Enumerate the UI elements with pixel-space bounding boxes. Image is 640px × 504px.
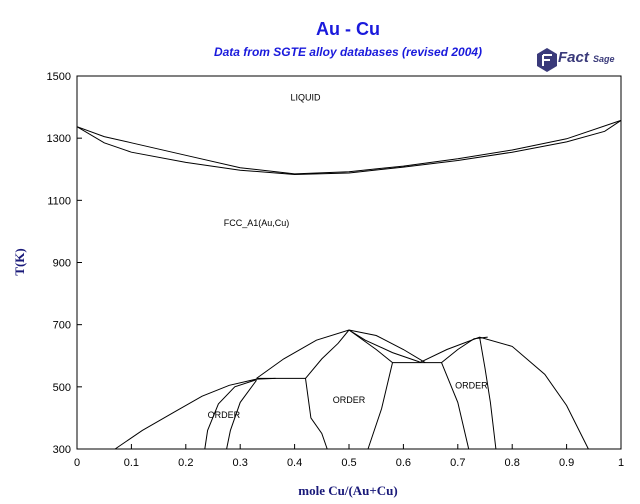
- x-tick-label: 0.4: [287, 457, 302, 469]
- y-tick-label: 1300: [47, 133, 71, 145]
- logo-text-sage: Sage: [593, 54, 615, 64]
- phase-boundary-3: [114, 377, 276, 450]
- region-label: ORDER: [208, 410, 241, 420]
- x-tick-label: 0.6: [396, 457, 411, 469]
- phase-boundary-12: [367, 362, 393, 450]
- phase-boundary-16: [441, 362, 470, 450]
- phase-boundaries: [76, 119, 622, 450]
- x-tick-label: 0.3: [233, 457, 248, 469]
- phase-boundary-4: [204, 379, 257, 450]
- x-axis-title: mole Cu/(Au+Cu): [298, 483, 398, 498]
- phase-boundary-14: [419, 336, 589, 450]
- x-tick-label: 0.1: [124, 457, 139, 469]
- x-tick-label: 0.9: [559, 457, 574, 469]
- axis-ticks: 0 0.1 0.2 0.3 0.4 0.5 0.6 0.7 0.8 0.9 130050070090…: [47, 71, 625, 469]
- phase-boundary-17: [479, 337, 497, 450]
- y-tick-label: 700: [53, 320, 71, 332]
- plot-frame: [76, 75, 622, 450]
- x-tick-label: 0.5: [341, 457, 356, 469]
- x-tick-label: 1: [618, 457, 624, 469]
- y-axis-title: T(K): [12, 248, 27, 275]
- phase-boundary-1: [76, 119, 622, 175]
- y-tick-label: 500: [53, 382, 71, 394]
- region-label: LIQUID: [290, 92, 321, 102]
- x-tick-label: 0.2: [178, 457, 193, 469]
- chart-subtitle: Data from SGTE alloy databases (revised …: [214, 45, 482, 59]
- chart-title: Au - Cu: [316, 19, 380, 39]
- phase-boundary-2: [76, 119, 622, 176]
- y-tick-label: 1500: [47, 71, 71, 83]
- logo-mark-icon: [537, 48, 557, 72]
- y-tick-label: 1100: [47, 195, 71, 207]
- region-label: FCC_A1(Au,Cu): [224, 218, 290, 228]
- y-tick-label: 900: [53, 258, 71, 270]
- x-tick-label: 0.7: [450, 457, 465, 469]
- factsage-logo: Fact Sage: [537, 48, 615, 72]
- phase-boundary-8: [256, 329, 426, 379]
- logo-text-fact: Fact: [558, 49, 590, 66]
- region-label: ORDER: [455, 381, 488, 391]
- phase-boundary-7: [305, 378, 328, 450]
- x-tick-label: 0: [74, 457, 80, 469]
- region-labels: LIQUID FCC_A1(Au,Cu) ORDER ORDER ORDER: [208, 92, 489, 420]
- region-label: ORDER: [333, 395, 366, 405]
- y-tick-label: 300: [53, 444, 71, 456]
- phase-boundary-9: [305, 329, 350, 379]
- phase-boundary-15: [441, 336, 488, 363]
- phase-boundary-11: [348, 329, 393, 363]
- phase-boundary-10: [348, 329, 420, 363]
- phase-boundary-5: [226, 380, 257, 450]
- x-tick-label: 0.8: [505, 457, 520, 469]
